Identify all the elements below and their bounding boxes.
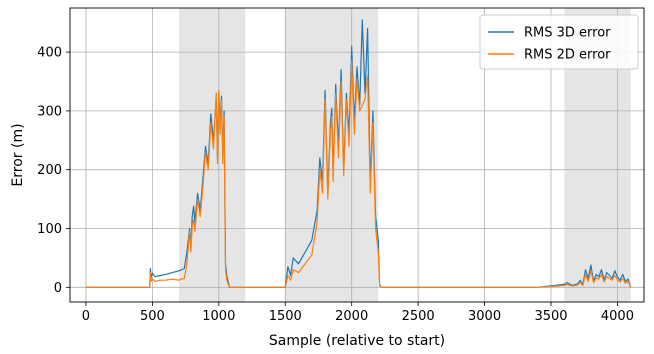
y-tick-label: 100 xyxy=(37,222,62,237)
y-axis-label: Error (m) xyxy=(10,123,26,186)
y-tick-label: 400 xyxy=(37,46,62,61)
y-tick-label: 300 xyxy=(37,104,62,119)
shaded-region-0 xyxy=(178,8,246,302)
x-tick-label: 2000 xyxy=(335,309,368,324)
x-axis-ticks: 0 500 1000 1500 2000 2500 3000 3500 4000 xyxy=(82,302,634,324)
x-tick-label: 2500 xyxy=(402,309,435,324)
x-tick-label: 1000 xyxy=(202,309,235,324)
series-lines xyxy=(85,19,632,288)
shaded-region-1 xyxy=(285,8,379,302)
x-tick-label: 3000 xyxy=(468,309,501,324)
x-tick-label: 4000 xyxy=(601,309,634,324)
y-tick-label: 200 xyxy=(37,163,62,178)
series-line-rms-2d xyxy=(85,60,632,288)
legend-label-rms-3d: RMS 3D error xyxy=(524,26,611,41)
y-tick-label: 0 xyxy=(54,281,62,296)
x-tick-label: 500 xyxy=(140,309,165,324)
x-axis-label: Sample (relative to start) xyxy=(269,333,445,349)
y-axis-ticks: 0 100 200 300 400 xyxy=(37,46,70,296)
plot-frame xyxy=(69,7,645,303)
x-tick-label: 3500 xyxy=(534,309,567,324)
x-tick-label: 1500 xyxy=(269,309,302,324)
legend: RMS 3D error RMS 2D error xyxy=(479,14,639,70)
legend-box xyxy=(479,14,639,70)
legend-label-rms-2d: RMS 2D error xyxy=(524,48,611,63)
x-tick-label: 0 xyxy=(82,309,90,324)
